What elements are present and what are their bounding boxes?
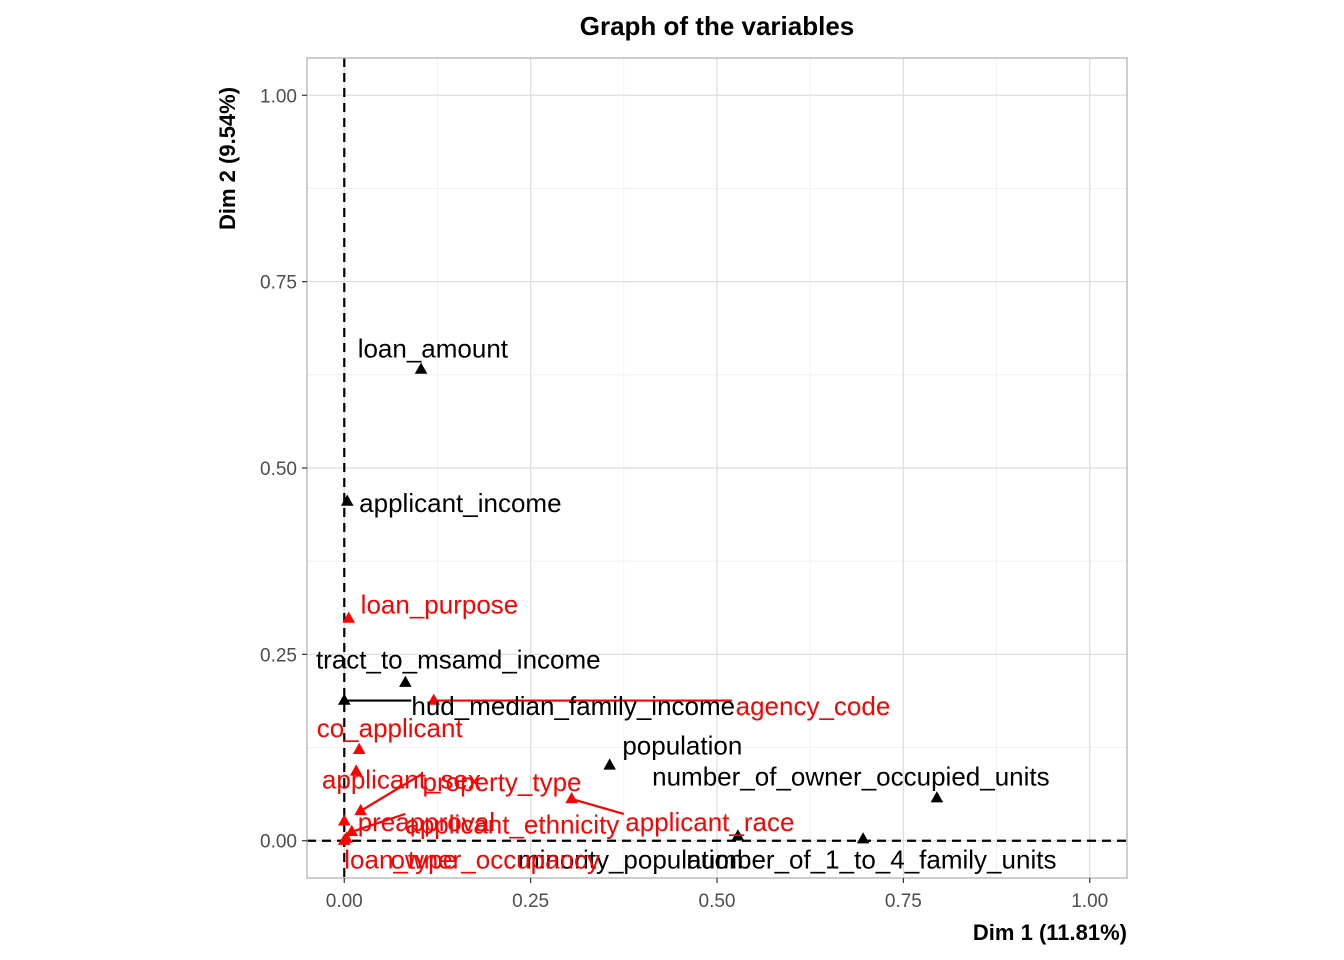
point-marker: [399, 675, 412, 687]
y-tick-label: 0.00: [260, 832, 297, 853]
y-tick-label: 0.75: [260, 273, 297, 294]
x-tick-label: 0.75: [885, 891, 922, 912]
y-tick-label: 0.25: [260, 645, 297, 666]
point-label: minority_population: [518, 844, 743, 874]
point-label: owner_occupancy: [390, 844, 600, 874]
point-label: applicant_race: [625, 807, 794, 837]
point-label: co_applicant: [317, 713, 464, 743]
leader-line: [360, 772, 424, 812]
point-label: applicant_sex: [322, 765, 481, 795]
point-label: loan_purpose: [361, 589, 519, 619]
x-axis-ticks: 0.00 0.25 0.50 0.75 1.00: [326, 878, 1108, 912]
point-marker: [337, 693, 351, 705]
point-marker: [337, 814, 351, 826]
point-label: applicant_income: [359, 488, 561, 518]
point-label: loan_type: [344, 844, 457, 874]
point-marker: [603, 758, 616, 770]
x-axis-title: Dim 1 (11.81%): [973, 920, 1127, 945]
point-label: population: [622, 730, 742, 760]
x-tick-label: 1.00: [1071, 891, 1108, 912]
point-label: property_type: [423, 767, 582, 797]
point-marker: [352, 742, 366, 754]
point-marker: [340, 831, 353, 843]
y-axis-ticks: 0.00 0.25 0.50 0.75 1.00: [260, 86, 307, 853]
point-marker: [345, 824, 359, 836]
point-label: agency_code: [736, 691, 891, 721]
point-marker: [342, 611, 356, 623]
leader-line: [571, 797, 625, 815]
point-marker: [856, 832, 870, 844]
point-label: number_of_1_to_4_family_units: [686, 844, 1056, 874]
data-points: [337, 362, 944, 845]
y-tick-label: 1.00: [260, 86, 297, 107]
y-axis-title: Dim 2 (9.54%): [215, 87, 240, 230]
point-marker: [340, 494, 354, 506]
point-label: tract_to_msamd_income: [316, 645, 601, 675]
y-tick-label: 0.50: [260, 459, 297, 480]
point-marker: [731, 829, 745, 841]
point-labels: loan_amount applicant_income tract_to_msam…: [316, 334, 1057, 875]
label-leaders: [344, 699, 732, 833]
chart-title: Graph of the variables: [580, 11, 855, 41]
point-marker: [565, 791, 578, 804]
point-marker: [349, 764, 363, 776]
point-label: hud_median_family_income: [411, 691, 735, 721]
point-marker: [427, 693, 441, 705]
point-label: number_of_owner_occupied_units: [652, 762, 1050, 792]
leader-line: [351, 812, 406, 833]
point-marker: [414, 362, 428, 374]
x-tick-label: 0.50: [699, 891, 736, 912]
reference-lines: [307, 58, 1127, 878]
point-label: preapproval: [358, 807, 495, 837]
point-marker: [930, 791, 944, 803]
x-tick-label: 0.00: [326, 891, 363, 912]
x-tick-label: 0.25: [512, 891, 549, 912]
point-label: loan_amount: [358, 334, 509, 364]
point-label: applicant_ethnicity: [405, 809, 619, 839]
point-marker: [354, 803, 367, 816]
